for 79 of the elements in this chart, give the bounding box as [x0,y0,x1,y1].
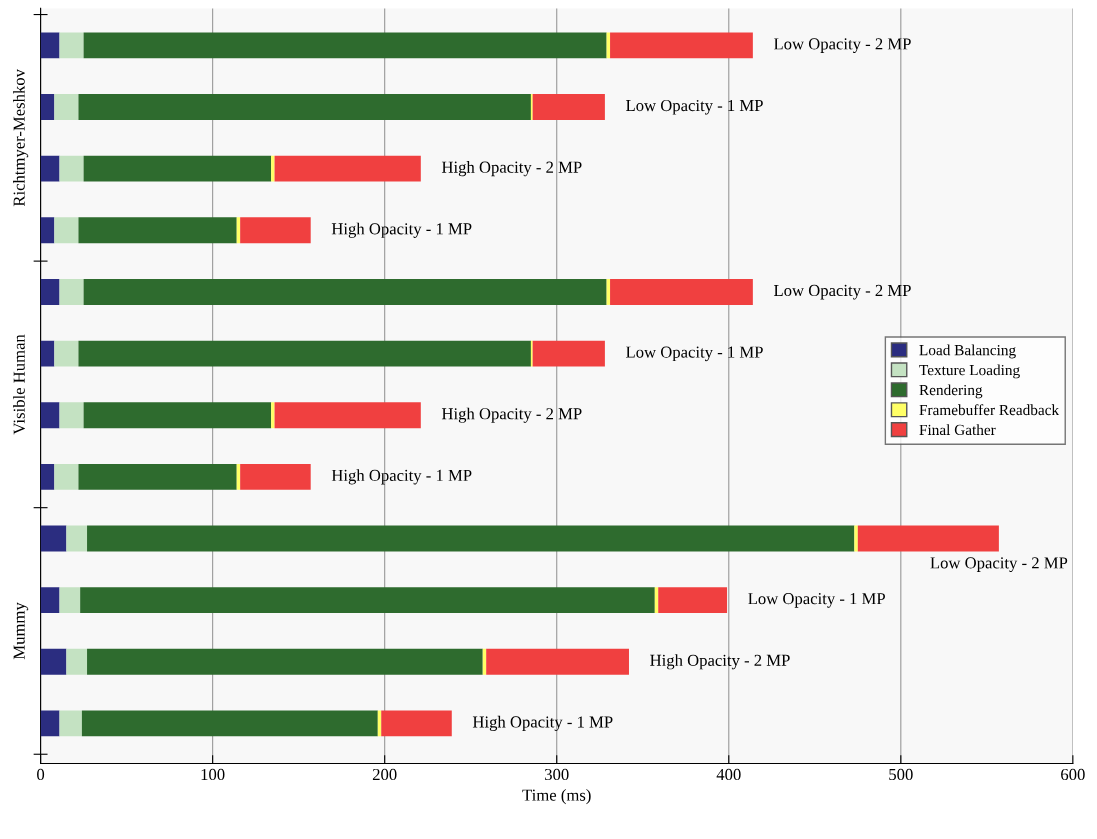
bar [40,32,60,59]
x-tick-label: 600 [1061,768,1085,781]
bar [274,402,421,429]
bar [66,648,88,675]
text: Richtmyer-Meshkov [13,69,29,207]
x-tick-label: 400 [716,768,741,781]
x-tick-label: 300 [545,768,569,781]
bar [87,648,483,675]
y-tick-label: Low Opacity - 1 MP [626,99,763,115]
bar [81,710,378,737]
bar [532,94,605,120]
x-tick-label: 200 [372,768,397,781]
y-tick-label: High Opacity - 2 MP [650,654,790,670]
bar [658,587,728,614]
y-tick-label: High Opacity - 2 MP [441,407,582,423]
x-tick-label: 0 [37,768,45,781]
bar [59,155,84,182]
bar [240,463,311,490]
y-tick-label: High Opacity - 1 MP [331,222,472,238]
bar [54,463,79,490]
bar [80,587,655,614]
bar [83,278,607,305]
bar [54,217,79,244]
bar [274,155,421,182]
text: Mummy [13,602,29,660]
legend-label: Load Balancing [919,344,1016,359]
bar [78,217,237,244]
y-tick-label: High Opacity - 2 MP [441,161,582,177]
y-tick-label: High Opacity - 1 MP [472,715,613,731]
bar [66,525,88,552]
bar [610,278,753,305]
y-tick-label: Low Opacity - 2 MP [773,38,911,53]
bar [59,32,84,59]
y-tick-label: High Opacity - 1 MP [331,469,472,485]
bar [240,217,311,244]
bar [40,710,60,737]
bar [40,340,55,367]
text: Visible Human [13,334,25,435]
bar [54,340,79,367]
x-tick-label: 500 [889,768,913,781]
bar [40,278,60,305]
bar [59,402,84,429]
bar [87,525,855,552]
bar [78,94,531,120]
bar [381,710,452,737]
bar [271,155,275,182]
bar [83,155,272,182]
legend-label: Framebuffer Readback [919,404,1060,416]
x-axis-title: Time (ms) [522,789,591,805]
bar [83,402,272,429]
y-tick-label: Low Opacity - 2 MP [773,284,911,300]
bar [54,94,79,120]
bar [40,587,60,614]
y-tick-label: Low Opacity - 1 MP [748,593,885,608]
bar [271,402,275,429]
bar [59,278,84,305]
bar [854,525,858,552]
bar [78,463,237,490]
legend-label: Rendering [919,384,983,399]
bar [532,340,605,367]
legend-label: Texture Loading [919,364,1020,379]
bar [59,710,82,737]
bar [40,94,55,120]
bar [40,217,55,244]
bar [610,32,753,59]
bar [40,463,55,490]
bar [857,525,999,552]
bar [40,402,60,429]
x-tick-label: 100 [201,768,225,781]
bar [40,155,60,182]
bar [40,525,67,552]
bar [78,340,531,367]
bar [486,648,629,675]
bar [59,587,81,614]
legend-label: Final Gather [919,424,996,436]
bar [83,32,607,59]
y-tick-label: Low Opacity - 2 MP [930,557,1068,572]
bar [40,648,67,675]
y-tick-label: Low Opacity - 1 MP [626,346,763,362]
